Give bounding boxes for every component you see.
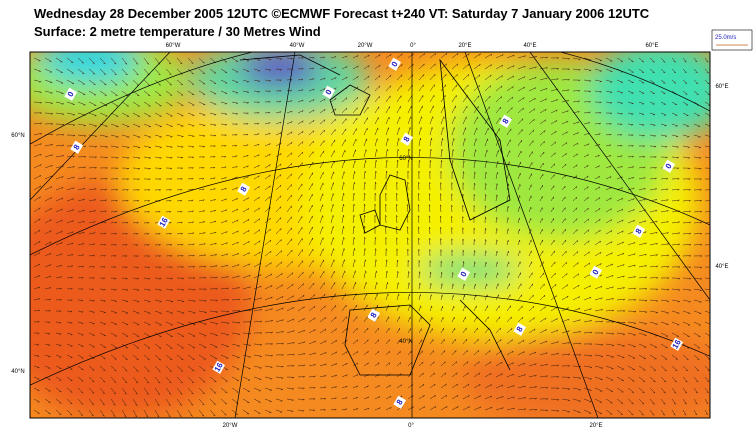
title-line-2: Surface: 2 metre temperature / 30 Metres… bbox=[34, 24, 321, 39]
graticule-label: 40°E bbox=[715, 264, 728, 270]
contour-label-box bbox=[367, 308, 381, 322]
contour-label: 8 bbox=[501, 117, 511, 126]
graticule-label: 60°E bbox=[715, 84, 728, 90]
contour-label: 8 bbox=[395, 398, 405, 407]
contour-label-box bbox=[393, 395, 407, 409]
contour-label-box bbox=[632, 224, 646, 238]
graticule-label: 40°N bbox=[399, 339, 412, 345]
graticule-label: 20°W bbox=[358, 43, 373, 49]
title-line-1: Wednesday 28 December 2005 12UTC ©ECMWF … bbox=[34, 6, 650, 21]
contour-label: 0 bbox=[390, 60, 400, 69]
contour-label-box bbox=[322, 85, 336, 99]
graticule-label: 0° bbox=[410, 43, 416, 49]
graticule-label: 40°W bbox=[290, 43, 305, 49]
contour-label-box bbox=[237, 182, 251, 196]
contour-label: 8 bbox=[72, 143, 82, 152]
wind-legend-label: 25.0m/s bbox=[715, 35, 736, 41]
wind-arrows bbox=[33, 52, 710, 418]
contour-label-box bbox=[499, 114, 513, 128]
graticule-label: 20°E bbox=[589, 423, 602, 429]
contour-label: 8 bbox=[402, 135, 412, 144]
graticule-label: 60°N bbox=[399, 156, 412, 162]
contour-label-box bbox=[212, 360, 226, 374]
contour-label-box bbox=[157, 215, 171, 229]
contour-label-box bbox=[457, 267, 471, 281]
graticule-label: 40°E bbox=[523, 43, 536, 49]
contour-label-box bbox=[400, 132, 414, 146]
contour-label: 8 bbox=[515, 325, 525, 334]
graticule-label: 40°N bbox=[11, 369, 24, 375]
graticule-label: 60°E bbox=[645, 43, 658, 49]
contour-label: 0 bbox=[66, 90, 76, 99]
graticule-label: 60°W bbox=[166, 43, 181, 49]
contour-label: 0 bbox=[459, 270, 469, 279]
contour-label-box bbox=[662, 159, 676, 173]
graticule-label: 0° bbox=[408, 423, 414, 429]
contour-label: 8 bbox=[634, 227, 644, 236]
graticule-label: 20°W bbox=[223, 423, 238, 429]
graticule bbox=[30, 52, 710, 418]
map-frame bbox=[29, 51, 711, 419]
contour-label: 8 bbox=[369, 311, 379, 320]
contour-label-box bbox=[388, 57, 402, 71]
contour-label-box bbox=[589, 265, 603, 279]
contour-label: 8 bbox=[239, 185, 249, 194]
contour-label-box bbox=[70, 140, 84, 154]
contour-label-box bbox=[513, 322, 527, 336]
coastlines bbox=[239, 54, 511, 376]
map-field bbox=[30, 52, 710, 418]
contour-label-box bbox=[64, 87, 78, 101]
contour-label: 0 bbox=[591, 268, 601, 277]
graticule-label: 60°N bbox=[11, 133, 24, 139]
contour-label: 0 bbox=[324, 88, 334, 97]
contour-label: 0 bbox=[664, 162, 674, 171]
graticule-label: 20°E bbox=[458, 43, 471, 49]
contour-label-box bbox=[670, 337, 684, 351]
